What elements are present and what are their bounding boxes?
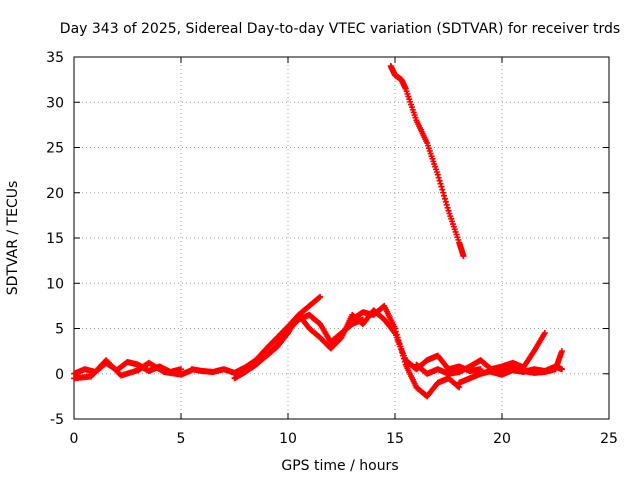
data-point bbox=[396, 340, 403, 347]
y-tick-label: 10 bbox=[46, 276, 64, 292]
data-point bbox=[394, 334, 401, 341]
y-ticks: -5 0 5 10 15 20 25 30 35 bbox=[46, 50, 609, 428]
x-tick-label: 15 bbox=[386, 431, 404, 447]
data-points bbox=[71, 63, 565, 400]
x-tick-label: 10 bbox=[279, 431, 297, 447]
series-track-7 bbox=[387, 63, 467, 260]
x-ticks: 0 5 10 15 20 25 bbox=[70, 57, 618, 447]
y-tick-label: 30 bbox=[46, 95, 64, 111]
series-track-8 bbox=[413, 330, 548, 377]
series-track-2 bbox=[71, 357, 195, 382]
y-tick-label: 35 bbox=[46, 50, 64, 66]
data-point bbox=[439, 186, 446, 193]
x-tick-label: 20 bbox=[493, 431, 511, 447]
data-point bbox=[392, 325, 398, 332]
data-point bbox=[443, 201, 450, 208]
data-point bbox=[460, 253, 467, 260]
data-point bbox=[397, 343, 404, 350]
y-tick-label: 15 bbox=[46, 231, 64, 247]
chart-title: Day 343 of 2025, Sidereal Day-to-day VTE… bbox=[60, 21, 620, 37]
data-point bbox=[435, 174, 442, 181]
x-tick-label: 5 bbox=[177, 431, 186, 447]
data-point bbox=[398, 346, 405, 353]
y-axis-label: SDTVAR / TECUs bbox=[5, 181, 21, 296]
y-tick-label: 25 bbox=[46, 141, 64, 157]
data-point bbox=[317, 293, 324, 300]
data-point bbox=[441, 192, 448, 199]
data-point bbox=[392, 328, 399, 335]
series-track-6 bbox=[349, 302, 463, 400]
data-point bbox=[178, 366, 184, 373]
data-point bbox=[401, 358, 408, 365]
data-point bbox=[437, 180, 444, 187]
data-point bbox=[395, 337, 402, 344]
data-point bbox=[400, 355, 407, 362]
grid-lines bbox=[74, 57, 609, 419]
data-point bbox=[558, 348, 565, 355]
data-point bbox=[400, 352, 407, 359]
data-point bbox=[440, 189, 447, 196]
x-axis-label: GPS time / hours bbox=[281, 458, 398, 474]
data-point bbox=[441, 195, 448, 202]
y-tick-label: 0 bbox=[55, 367, 64, 383]
data-point bbox=[393, 331, 400, 338]
y-tick-label: 5 bbox=[55, 322, 64, 338]
series-track-10 bbox=[488, 363, 565, 378]
data-point bbox=[399, 349, 406, 356]
y-tick-label: 20 bbox=[46, 186, 64, 202]
data-point bbox=[444, 204, 451, 211]
data-point bbox=[438, 183, 445, 190]
y-tick-label: -5 bbox=[50, 412, 64, 428]
data-point bbox=[558, 366, 565, 373]
data-point bbox=[434, 171, 441, 178]
x-tick-label: 0 bbox=[70, 431, 79, 447]
x-tick-label: 25 bbox=[600, 431, 618, 447]
data-point bbox=[436, 177, 443, 184]
data-point bbox=[442, 198, 449, 205]
data-point bbox=[541, 330, 548, 337]
